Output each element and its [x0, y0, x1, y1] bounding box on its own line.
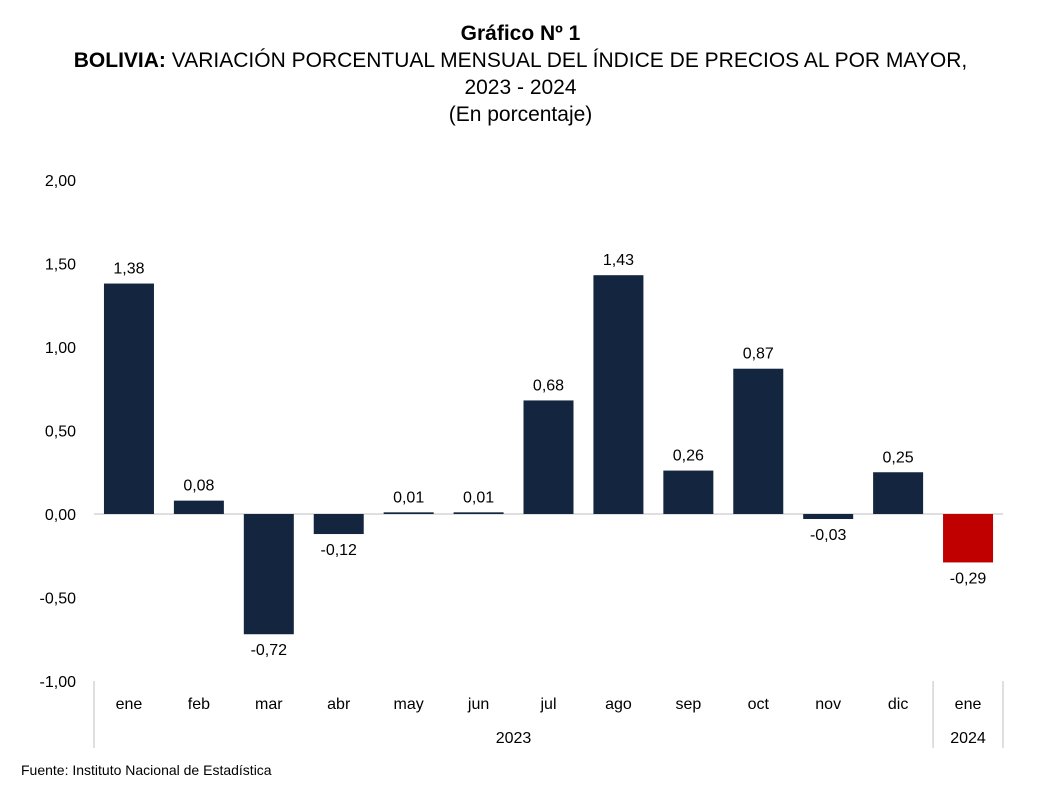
bar: [103, 283, 154, 514]
y-tick-label: 1,00: [45, 340, 76, 357]
bar: [313, 514, 364, 535]
x-tick-label: jun: [467, 696, 489, 713]
bar: [733, 368, 784, 514]
bar-value-label: 1,43: [603, 252, 634, 269]
chart-subtitle-prefix: BOLIVIA:: [73, 49, 166, 72]
chart-title: Gráfico Nº 1: [460, 22, 581, 45]
bar: [803, 514, 854, 520]
x-tick-label: ago: [605, 696, 632, 713]
bar-value-label: -0,03: [810, 527, 847, 544]
x-tick-label: feb: [188, 696, 210, 713]
x-tick-label: sep: [675, 696, 701, 713]
bar-value-label: -0,72: [251, 642, 288, 659]
bar: [453, 512, 504, 514]
y-tick-label: 0,50: [45, 424, 76, 441]
bar-value-label: 0,87: [743, 346, 774, 363]
x-tick-label: abr: [327, 696, 351, 713]
bar: [243, 514, 294, 635]
x-tick-label: dic: [888, 696, 908, 713]
chart-title-block: Gráfico Nº 1 BOLIVIA: VARIACIÓN PORCENTU…: [0, 20, 1041, 128]
bar-value-label: 0,25: [883, 449, 914, 466]
bar: [383, 512, 434, 514]
bar: [173, 500, 224, 514]
x-group-label: 2023: [496, 730, 532, 747]
y-tick-label: -1,00: [40, 674, 77, 691]
x-tick-label: ene: [955, 696, 982, 713]
chart-subtitle-text: VARIACIÓN PORCENTUAL MENSUAL DEL ÍNDICE …: [171, 49, 968, 72]
y-tick-label: 1,50: [45, 257, 76, 274]
x-tick-label: oct: [748, 696, 770, 713]
bar: [663, 470, 714, 514]
x-tick-label: mar: [255, 696, 283, 713]
chart-subtitle: BOLIVIA: VARIACIÓN PORCENTUAL MENSUAL DE…: [0, 47, 1041, 74]
source-note: Fuente: Instituto Nacional de Estadístic…: [21, 762, 272, 778]
bar-value-label: 1,38: [113, 261, 144, 278]
x-group-label: 2024: [950, 730, 986, 747]
chart-unit: (En porcentaje): [448, 103, 593, 126]
bar-value-label: -0,29: [950, 570, 987, 587]
bar: [943, 514, 994, 563]
y-tick-label: -0,50: [40, 591, 77, 608]
x-tick-label: ene: [116, 696, 143, 713]
bar-value-label: 0,01: [463, 489, 494, 506]
bar: [593, 275, 644, 514]
x-tick-label: jul: [539, 696, 556, 713]
y-tick-label: 2,00: [45, 173, 76, 190]
bar: [523, 400, 574, 514]
bar-value-label: -0,12: [320, 542, 357, 559]
x-tick-label: nov: [815, 696, 841, 713]
bar-value-label: 0,68: [533, 377, 564, 394]
bar-value-label: 0,01: [393, 489, 424, 506]
x-tick-label: may: [394, 696, 424, 713]
chart-years: 2023 - 2024: [464, 76, 577, 99]
bar: [873, 472, 924, 514]
bar-value-label: 0,26: [673, 448, 704, 465]
bar-value-label: 0,08: [183, 478, 214, 495]
y-tick-label: 0,00: [45, 507, 76, 524]
